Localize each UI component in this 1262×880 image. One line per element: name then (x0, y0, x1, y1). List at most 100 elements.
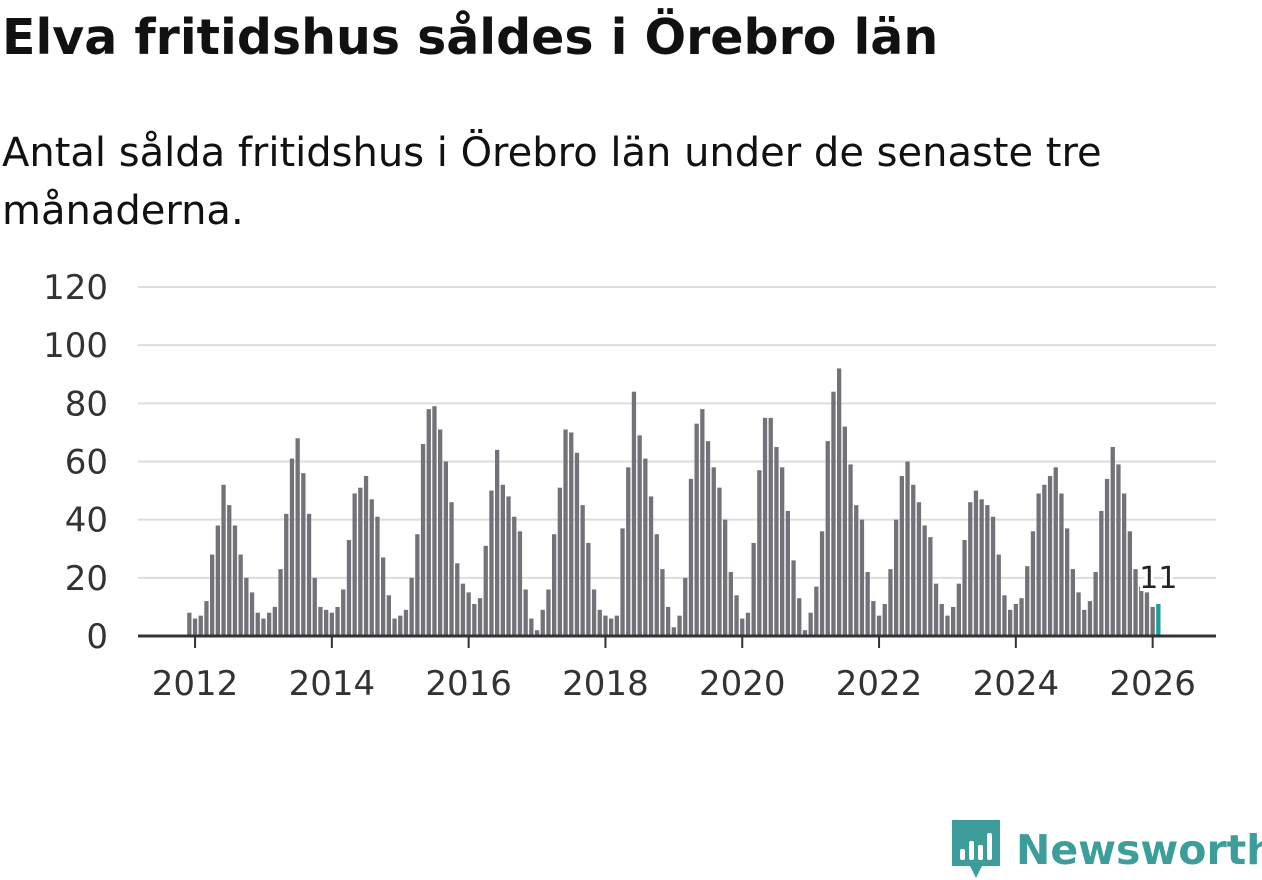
bar (455, 563, 460, 636)
bar (324, 609, 329, 636)
y-tick-label: 20 (65, 559, 108, 599)
bar (523, 589, 528, 636)
bar (1059, 493, 1064, 636)
newsworthy-logo: Newsworthy (952, 820, 1262, 880)
bar (705, 441, 711, 636)
bar (244, 577, 249, 636)
bar (529, 618, 534, 636)
bar (381, 557, 386, 636)
bar (187, 612, 192, 636)
bar (352, 493, 357, 636)
bar (392, 618, 397, 636)
bar (398, 615, 403, 636)
bar (631, 391, 637, 636)
bar (757, 470, 762, 636)
bar (785, 510, 790, 636)
bar (637, 435, 642, 636)
bar (1019, 598, 1024, 636)
bar (1093, 572, 1098, 636)
bar (751, 542, 756, 636)
bar (517, 531, 523, 636)
bar (945, 615, 950, 636)
bar (506, 496, 511, 636)
bar (1042, 484, 1047, 636)
bar (1008, 609, 1013, 636)
bar (1030, 531, 1036, 636)
bar (249, 592, 255, 637)
bar (859, 519, 865, 636)
bar (728, 572, 733, 636)
bar (996, 554, 1001, 636)
y-axis-labels: 0 20 40 60 80 100 120 (43, 268, 108, 657)
bar (221, 484, 226, 636)
bar (512, 516, 517, 636)
bar (1150, 606, 1155, 636)
bar (871, 601, 876, 636)
bar (1087, 601, 1093, 636)
bar (825, 441, 830, 636)
bar (1127, 531, 1132, 636)
bar (255, 612, 260, 636)
x-tick-label: 2014 (289, 664, 376, 704)
bar (534, 630, 540, 636)
bar (648, 496, 654, 636)
bar (683, 577, 688, 636)
y-tick-label: 40 (65, 501, 108, 541)
bar (780, 467, 785, 636)
bar (848, 464, 853, 636)
bar-latest (1156, 604, 1161, 636)
bar (768, 417, 773, 637)
bar (620, 528, 625, 636)
bar (962, 540, 967, 636)
x-axis-labels: 2012 2014 2016 2018 2020 2022 2024 2026 (152, 636, 1196, 704)
bar (973, 490, 979, 636)
bar (346, 540, 352, 636)
bar (341, 589, 346, 636)
bar (643, 458, 648, 636)
bar (711, 467, 716, 636)
bar (990, 516, 996, 636)
bar (1036, 493, 1041, 636)
bar (215, 525, 220, 636)
bar (1013, 604, 1018, 636)
bar (654, 534, 659, 636)
bar (192, 618, 198, 636)
x-tick-label: 2016 (425, 664, 512, 704)
bar (438, 429, 443, 636)
bar (329, 612, 334, 636)
bar (888, 569, 893, 636)
bar (1144, 592, 1150, 637)
bar (802, 630, 808, 636)
gridlines (138, 286, 1216, 579)
bar (466, 592, 471, 637)
bar (301, 473, 306, 636)
bar (774, 446, 779, 636)
bar (842, 426, 847, 636)
bar (540, 609, 545, 636)
bar (939, 604, 944, 636)
bar (278, 569, 283, 636)
bar (745, 612, 751, 636)
bar (443, 461, 448, 636)
bar (740, 618, 745, 636)
bar (894, 519, 899, 636)
bar (671, 627, 676, 636)
bar (363, 476, 369, 636)
bar (814, 586, 819, 636)
chart-subtitle: Antal sålda fritidshus i Örebro län unde… (2, 130, 1102, 234)
bar (574, 452, 580, 636)
bar (1053, 467, 1058, 636)
bar (495, 449, 500, 636)
bar (232, 525, 238, 636)
x-tick-label: 2022 (836, 664, 923, 704)
bar (677, 615, 682, 636)
bar (694, 423, 699, 636)
y-tick-label: 0 (86, 617, 108, 657)
bar (700, 409, 705, 636)
bar (911, 484, 916, 636)
bar (1104, 478, 1110, 636)
bar (876, 615, 882, 636)
bar (666, 606, 671, 636)
bar (979, 499, 984, 636)
bar (1076, 592, 1081, 637)
